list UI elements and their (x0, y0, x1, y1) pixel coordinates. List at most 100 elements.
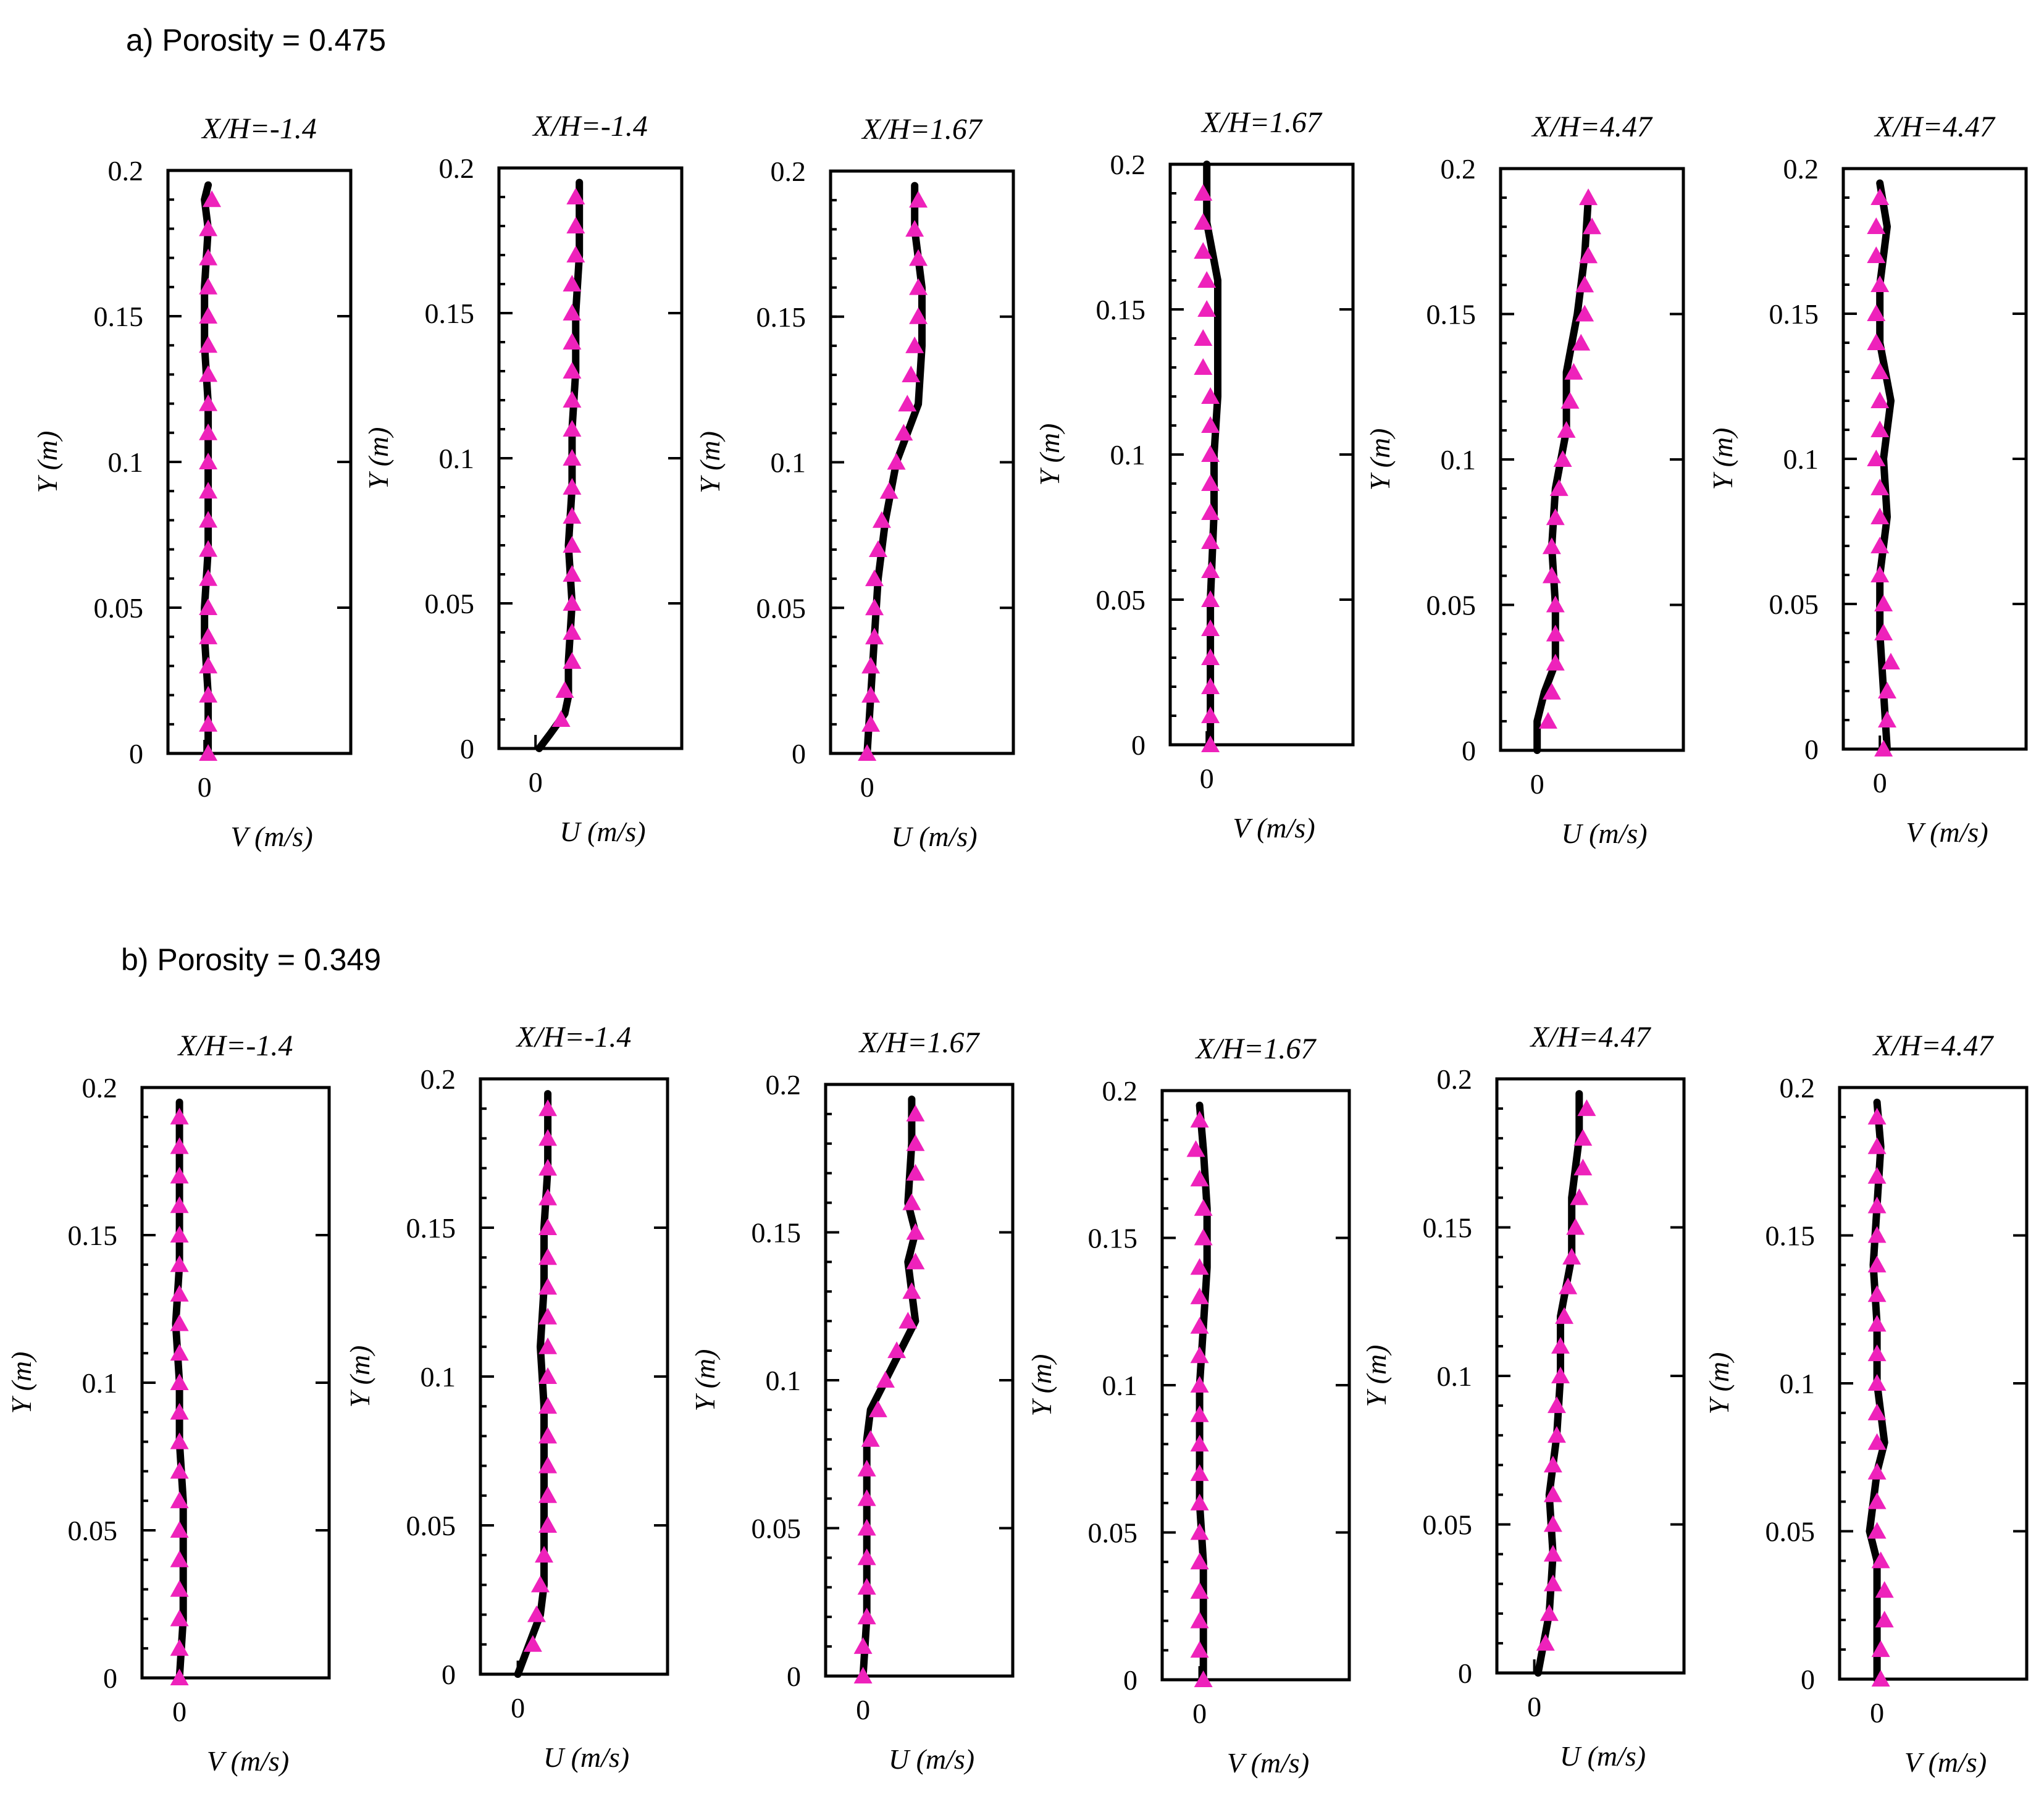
y-axis-label: Y (m) (1026, 1354, 1057, 1417)
experiment-point (1201, 736, 1220, 752)
experiment-point (170, 1609, 189, 1627)
experiment-point (1559, 1277, 1578, 1294)
experiment-point (199, 248, 218, 266)
experiment-point (1538, 711, 1557, 729)
x-tick-label: 0 (1527, 1691, 1541, 1722)
experiment-point (203, 190, 222, 207)
y-tick-label: 0.1 (1110, 439, 1146, 471)
plot-frame (1838, 1086, 2029, 1681)
x-axis-label: V (m/s) (1233, 812, 1315, 844)
plot-frame (166, 169, 353, 755)
experiment-point (199, 277, 218, 295)
experiment-point (523, 1635, 542, 1652)
experiment-point (538, 1397, 558, 1414)
experiment-point (909, 249, 928, 266)
y-tick-label: 0 (1458, 1658, 1472, 1689)
experiment-point (1867, 1137, 1887, 1154)
plot-frame (497, 166, 684, 750)
experiment-point (905, 220, 924, 237)
experiment-point (1871, 1670, 1890, 1687)
y-tick-label: 0 (787, 1661, 801, 1692)
experiment-point (563, 391, 582, 408)
y-tick-label: 0 (792, 738, 806, 769)
experiment-point (1867, 1374, 1887, 1391)
y-axis-label: Y (m) (31, 431, 63, 493)
x-tick-label: 0 (1530, 768, 1544, 800)
experiment-point (1194, 213, 1213, 230)
experiment-point (1557, 421, 1576, 438)
experiment-point (1190, 1493, 1209, 1511)
experiment-point (887, 453, 906, 470)
experiment-point (563, 565, 582, 582)
experiment-point (1870, 479, 1890, 495)
experiment-point (199, 453, 218, 469)
y-tick-label: 0.15 (1423, 1212, 1473, 1244)
experiment-point (1867, 450, 1886, 466)
experiment-point (857, 1607, 876, 1625)
experiment-point (1190, 1553, 1209, 1570)
panel-title: X/H=4.47 (1531, 111, 1653, 143)
section-label-a: a) Porosity = 0.475 (126, 23, 386, 57)
y-tick-label: 0.1 (1437, 1360, 1473, 1392)
experiment-point (563, 478, 582, 495)
experiment-point (902, 366, 921, 383)
experiment-point (1874, 624, 1893, 640)
experiment-point (1870, 275, 1890, 292)
plot-panel: X/H=1.67 0 0.05 0.1 0.15 0.2 0 U (m/s) Y (m) (694, 113, 1015, 852)
experiment-point (199, 336, 218, 353)
experiment-point (1867, 1226, 1887, 1243)
experiment-point (857, 1578, 876, 1595)
experiment-point (1867, 1492, 1887, 1509)
x-tick-label: 0 (1192, 1698, 1207, 1729)
experiment-point (1547, 1426, 1566, 1443)
y-tick-label: 0.1 (766, 1365, 802, 1396)
experiment-point (894, 424, 913, 441)
experiment-point (1560, 392, 1580, 409)
y-tick-label: 0.2 (1110, 149, 1146, 180)
x-axis-label: U (m/s) (559, 816, 645, 847)
experiment-point (1579, 188, 1598, 206)
y-tick-label: 0.05 (1096, 584, 1146, 616)
x-tick-label: 0 (198, 771, 212, 803)
experiment-point (170, 1285, 189, 1302)
y-tick-label: 0.2 (1437, 1063, 1473, 1095)
experiment-point (1190, 1582, 1209, 1599)
panels-container: X/H=-1.4 0 0.05 0.1 0.15 0.2 0 V (m/s) Y (m) X/H=… (6, 106, 2029, 1779)
y-tick-label: 0.15 (1088, 1223, 1138, 1254)
simulation-line (1203, 161, 1221, 748)
experiment-point (1190, 1346, 1209, 1364)
experiment-point (170, 1314, 189, 1331)
y-tick-label: 0 (1131, 729, 1146, 761)
y-tick-label: 0.1 (771, 447, 806, 479)
experiment-point (1201, 416, 1220, 433)
panel-title: X/H=-1.4 (177, 1029, 293, 1062)
panel-title: X/H=-1.4 (201, 112, 317, 145)
experiment-point (1566, 1218, 1585, 1235)
y-tick-label: 0.05 (1088, 1517, 1138, 1549)
experiment-point (1190, 1110, 1209, 1128)
experiment-point (1867, 246, 1886, 263)
experiment-point (530, 1575, 550, 1593)
experiment-point (1870, 188, 1890, 205)
y-tick-label: 0 (103, 1662, 117, 1694)
experiment-point (1543, 1515, 1562, 1532)
experiment-point (1867, 304, 1886, 321)
experiment-point (868, 540, 887, 557)
experiment-point (1874, 595, 1893, 611)
experiment-point (563, 652, 582, 669)
experiment-point (1536, 1633, 1555, 1651)
y-tick-label: 0 (1462, 735, 1476, 766)
y-tick-label: 0.15 (1426, 299, 1476, 330)
experiment-point (868, 1400, 887, 1417)
experiment-point (1870, 421, 1890, 437)
y-tick-label: 0.05 (425, 588, 475, 619)
experiment-point (1197, 271, 1217, 288)
experiment-point (865, 598, 884, 616)
experiment-point (170, 1255, 189, 1272)
experiment-point (170, 1402, 189, 1420)
x-axis-label: V (m/s) (230, 821, 312, 852)
experiment-point (1201, 387, 1220, 404)
experiment-point (538, 1248, 558, 1265)
experiment-point (551, 710, 571, 727)
experiment-point (1551, 1336, 1570, 1354)
